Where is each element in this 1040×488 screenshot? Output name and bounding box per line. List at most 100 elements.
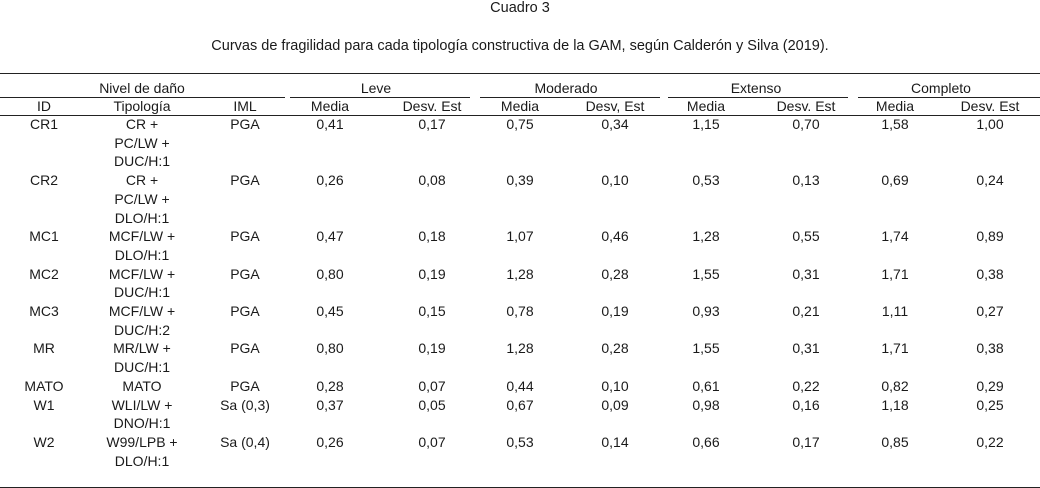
group-header: Moderado: [534, 80, 598, 96]
row-tipologia-line: MCF/LW +: [108, 228, 176, 245]
row-value: 1,28: [692, 228, 720, 245]
row-value: 0,75: [506, 116, 534, 132]
row-tipologia-line: DUC/H:1: [113, 359, 170, 376]
row-value: 0,93: [692, 303, 720, 319]
row-id: CR1: [29, 116, 58, 132]
group-header: Nivel de daño: [99, 80, 185, 96]
row-value: 0,44: [506, 377, 534, 394]
row-value: 0,19: [601, 303, 629, 319]
row-id: MC3: [29, 303, 59, 319]
row-value: 0,16: [792, 396, 820, 413]
row-value: 0,17: [792, 433, 820, 450]
row-value: 0,27: [976, 303, 1004, 319]
row-tipologia-line: PC/LW +: [114, 134, 170, 151]
group-underline: [0, 97, 285, 98]
row-value: 1,55: [692, 340, 720, 357]
row-value: 0,53: [692, 172, 720, 189]
row-value: 0,24: [976, 172, 1004, 189]
row-tipologia-line: DUC/H:1: [113, 153, 170, 170]
group-header: Extenso: [730, 80, 782, 96]
row-id: W2: [33, 433, 55, 450]
row-value: 0,09: [601, 396, 629, 413]
row-value: 0,28: [316, 377, 344, 394]
row-iml: PGA: [230, 228, 260, 245]
row-tipologia-line: MATO: [122, 377, 162, 394]
column-header: Desv. Est: [960, 98, 1020, 114]
row-value: 0,78: [506, 303, 534, 319]
row-tipologia-line: DNO/H:1: [113, 415, 171, 432]
row-value: 0,19: [418, 340, 446, 357]
row-value: 1,15: [692, 116, 720, 132]
row-iml: PGA: [230, 116, 260, 132]
row-value: 0,53: [506, 433, 534, 450]
row-value: 0,69: [881, 172, 909, 189]
row-tipologia-line: WLI/LW +: [111, 396, 173, 413]
group-underline: [480, 97, 660, 98]
row-value: 0,38: [976, 265, 1004, 282]
row-value: 0,80: [316, 265, 344, 282]
column-header: Media: [875, 98, 915, 114]
row-value: 1,71: [881, 265, 909, 282]
row-value: 0,37: [316, 396, 344, 413]
row-value: 0,28: [601, 265, 629, 282]
row-value: 1,07: [506, 228, 534, 245]
row-id: MATO: [24, 377, 64, 394]
table-caption-number: Cuadro 3: [490, 0, 550, 16]
row-value: 0,70: [792, 116, 820, 132]
row-value: 0,67: [506, 396, 534, 413]
row-id: MC1: [29, 228, 59, 245]
group-header: Leve: [360, 80, 392, 96]
row-value: 1,18: [881, 396, 909, 413]
row-value: 0,19: [418, 265, 446, 282]
row-value: 0,28: [601, 340, 629, 357]
row-value: 0,18: [418, 228, 446, 245]
column-header: ID: [37, 98, 51, 114]
row-value: 0,22: [792, 377, 820, 394]
row-tipologia-line: CR +: [125, 116, 159, 132]
row-tipologia-line: MCF/LW +: [108, 265, 176, 282]
row-value: 1,55: [692, 265, 720, 282]
row-value: 0,10: [601, 377, 629, 394]
row-value: 0,55: [792, 228, 820, 245]
row-tipologia-line: MCF/LW +: [108, 303, 176, 319]
row-value: 0,46: [601, 228, 629, 245]
row-tipologia-line: MR/LW +: [113, 340, 171, 357]
table-caption-title: Curvas de fragilidad para cada tipología…: [211, 38, 829, 54]
column-header: Media: [686, 98, 726, 114]
group-underline: [290, 97, 470, 98]
row-value: 0,14: [601, 433, 629, 450]
row-value: 0,47: [316, 228, 344, 245]
row-value: 0,39: [506, 172, 534, 189]
row-iml: Sa (0,3): [220, 396, 270, 413]
row-iml: PGA: [230, 303, 260, 319]
row-value: 0,31: [792, 265, 820, 282]
row-value: 0,13: [792, 172, 820, 189]
row-value: 0,41: [316, 116, 344, 132]
row-value: 1,00: [976, 116, 1004, 132]
row-value: 0,45: [316, 303, 344, 319]
row-tipologia-line: W99/LPB +: [106, 433, 178, 450]
table-top-rule: [0, 73, 1040, 74]
row-value: 0,08: [418, 172, 446, 189]
column-header: Tipología: [113, 98, 171, 114]
row-value: 0,26: [316, 172, 344, 189]
row-iml: PGA: [230, 377, 260, 394]
row-value: 0,07: [418, 433, 446, 450]
row-value: 0,25: [976, 396, 1004, 413]
row-tipologia-line: DLO/H:1: [114, 209, 170, 226]
row-iml: PGA: [230, 172, 260, 189]
row-value: 1,71: [881, 340, 909, 357]
column-header: Desv. Est: [776, 98, 836, 114]
row-value: 0,82: [881, 377, 909, 394]
row-value: 0,98: [692, 396, 720, 413]
row-value: 1,28: [506, 340, 534, 357]
row-tipologia-line: PC/LW +: [114, 190, 170, 207]
column-header: Desv. Est: [402, 98, 462, 114]
row-value: 1,74: [881, 228, 909, 245]
row-value: 0,21: [792, 303, 820, 319]
row-tipologia-line: DUC/H:2: [113, 321, 170, 338]
group-underline: [858, 97, 1040, 98]
row-tipologia-line: CR +: [125, 172, 159, 189]
table-header-rule: [0, 115, 1040, 116]
column-header: Media: [310, 98, 350, 114]
